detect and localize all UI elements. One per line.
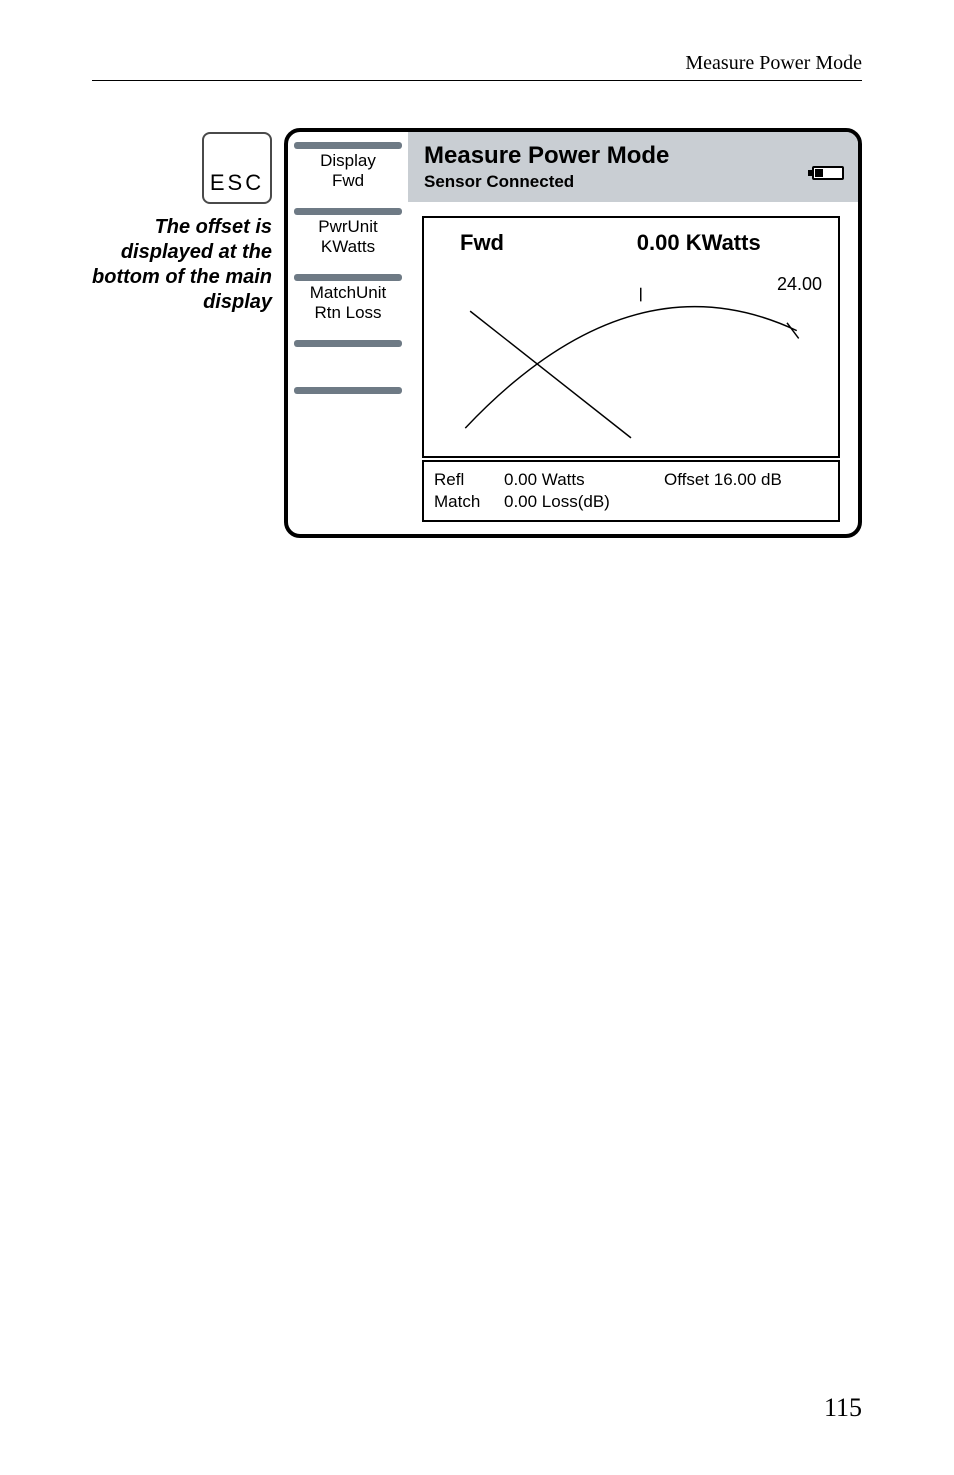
softkey-label bbox=[294, 396, 402, 416]
softkey-bar-icon bbox=[294, 208, 402, 215]
screen-subtitle: Sensor Connected bbox=[424, 172, 842, 192]
gauge-svg bbox=[436, 270, 826, 440]
refl-value: 0.00 Watts bbox=[504, 470, 644, 490]
match-value: 0.00 Loss(dB) bbox=[504, 492, 644, 512]
secondary-readout-box: Refl 0.00 Watts Offset 16.00 dB Match 0.… bbox=[422, 460, 840, 522]
page-header-section: Measure Power Mode bbox=[685, 52, 862, 75]
fwd-value: 0.00 KWatts bbox=[597, 230, 802, 256]
softkey-blank-2[interactable] bbox=[294, 387, 402, 416]
match-row: Match 0.00 Loss(dB) bbox=[434, 492, 828, 512]
analog-gauge: 24.00 bbox=[436, 270, 826, 440]
figure-left-column: ESC The offset is displayed at the botto… bbox=[92, 128, 272, 315]
refl-label: Refl bbox=[434, 470, 504, 490]
softkey-display[interactable]: DisplayFwd bbox=[294, 142, 402, 190]
softkey-bar-icon bbox=[294, 142, 402, 149]
header-rule bbox=[92, 80, 862, 81]
softkey-matchunit[interactable]: MatchUnitRtn Loss bbox=[294, 274, 402, 322]
page-number: 115 bbox=[824, 1393, 862, 1423]
softkey-label: DisplayFwd bbox=[294, 151, 402, 190]
softkey-bar-icon bbox=[294, 387, 402, 394]
screen-title: Measure Power Mode bbox=[424, 142, 842, 170]
offset-value: Offset 16.00 dB bbox=[644, 470, 828, 490]
softkey-pwrunit[interactable]: PwrUnitKWatts bbox=[294, 208, 402, 256]
softkey-label: MatchUnitRtn Loss bbox=[294, 283, 402, 322]
fwd-label: Fwd bbox=[460, 230, 597, 256]
softkey-bar-icon bbox=[294, 340, 402, 347]
refl-row: Refl 0.00 Watts Offset 16.00 dB bbox=[434, 470, 828, 490]
figure-caption: The offset is displayed at the bottom of… bbox=[92, 215, 272, 315]
fwd-readout: Fwd 0.00 KWatts bbox=[436, 226, 826, 266]
match-label: Match bbox=[434, 492, 504, 512]
screen-body: Fwd 0.00 KWatts 24.00 bbox=[408, 202, 858, 534]
softkey-column: DisplayFwd PwrUnitKWatts MatchUnitRtn Lo… bbox=[288, 132, 408, 534]
device-panel: DisplayFwd PwrUnitKWatts MatchUnitRtn Lo… bbox=[284, 128, 862, 538]
softkey-blank-1[interactable] bbox=[294, 340, 402, 369]
screen-header: Measure Power Mode Sensor Connected bbox=[408, 132, 858, 202]
main-readout-box: Fwd 0.00 KWatts 24.00 bbox=[422, 216, 840, 458]
battery-icon bbox=[812, 166, 844, 180]
gauge-needle bbox=[470, 311, 631, 438]
match-extra bbox=[644, 492, 828, 512]
device-screen: Measure Power Mode Sensor Connected Fwd … bbox=[408, 132, 858, 534]
softkey-bar-icon bbox=[294, 274, 402, 281]
softkey-label bbox=[294, 349, 402, 369]
figure: ESC The offset is displayed at the botto… bbox=[92, 128, 862, 538]
esc-key-icon: ESC bbox=[202, 132, 272, 204]
softkey-label: PwrUnitKWatts bbox=[294, 217, 402, 256]
esc-key-label: ESC bbox=[204, 170, 270, 196]
gauge-arc bbox=[465, 307, 797, 429]
gauge-end-tick bbox=[787, 323, 799, 339]
